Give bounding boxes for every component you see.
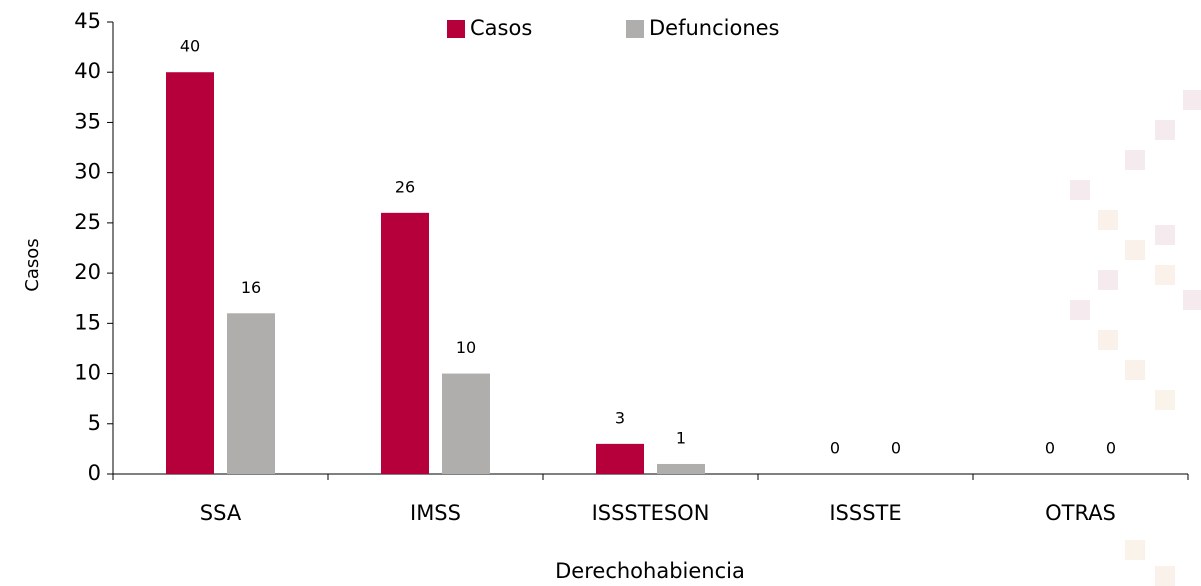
- y-tick-label: 25: [74, 210, 101, 234]
- y-tick-label: 5: [88, 411, 101, 435]
- x-tick-label: IMSS: [410, 501, 461, 525]
- bar: [596, 444, 644, 474]
- bar: [442, 374, 490, 474]
- x-tick-label: ISSSTESON: [592, 501, 710, 525]
- y-tick-label: 30: [74, 160, 101, 184]
- legend-label: Casos: [470, 16, 532, 40]
- x-tick-label: OTRAS: [1045, 501, 1116, 525]
- chart: Derechohabiencia Casos 05101520253035404…: [0, 0, 1201, 586]
- data-label: 0: [830, 439, 840, 458]
- data-label: 3: [615, 408, 625, 427]
- data-label: 10: [456, 338, 476, 357]
- data-label: 0: [1106, 439, 1116, 458]
- data-label: 16: [241, 278, 261, 297]
- data-label: 0: [1045, 439, 1055, 458]
- data-label: 40: [180, 37, 200, 56]
- data-label: 0: [891, 439, 901, 458]
- x-axis-title: Derechohabiencia: [555, 559, 745, 583]
- data-label: 26: [395, 177, 415, 196]
- bar: [657, 464, 705, 474]
- legend-label: Defunciones: [649, 16, 780, 40]
- bar: [227, 313, 275, 474]
- legend-swatch: [447, 20, 465, 38]
- y-tick-label: 15: [74, 310, 101, 334]
- y-tick-label: 45: [74, 9, 101, 33]
- y-tick-label: 35: [74, 109, 101, 133]
- bar: [166, 72, 214, 474]
- y-tick-label: 40: [74, 59, 101, 83]
- y-tick-label: 10: [74, 361, 101, 385]
- data-label: 1: [676, 428, 686, 447]
- legend-swatch: [626, 20, 644, 38]
- bar: [381, 213, 429, 474]
- y-axis-title: Casos: [22, 238, 43, 291]
- x-tick-label: SSA: [200, 501, 242, 525]
- y-tick-label: 20: [74, 260, 101, 284]
- x-tick-label: ISSSTE: [829, 501, 901, 525]
- y-tick-label: 0: [88, 461, 101, 485]
